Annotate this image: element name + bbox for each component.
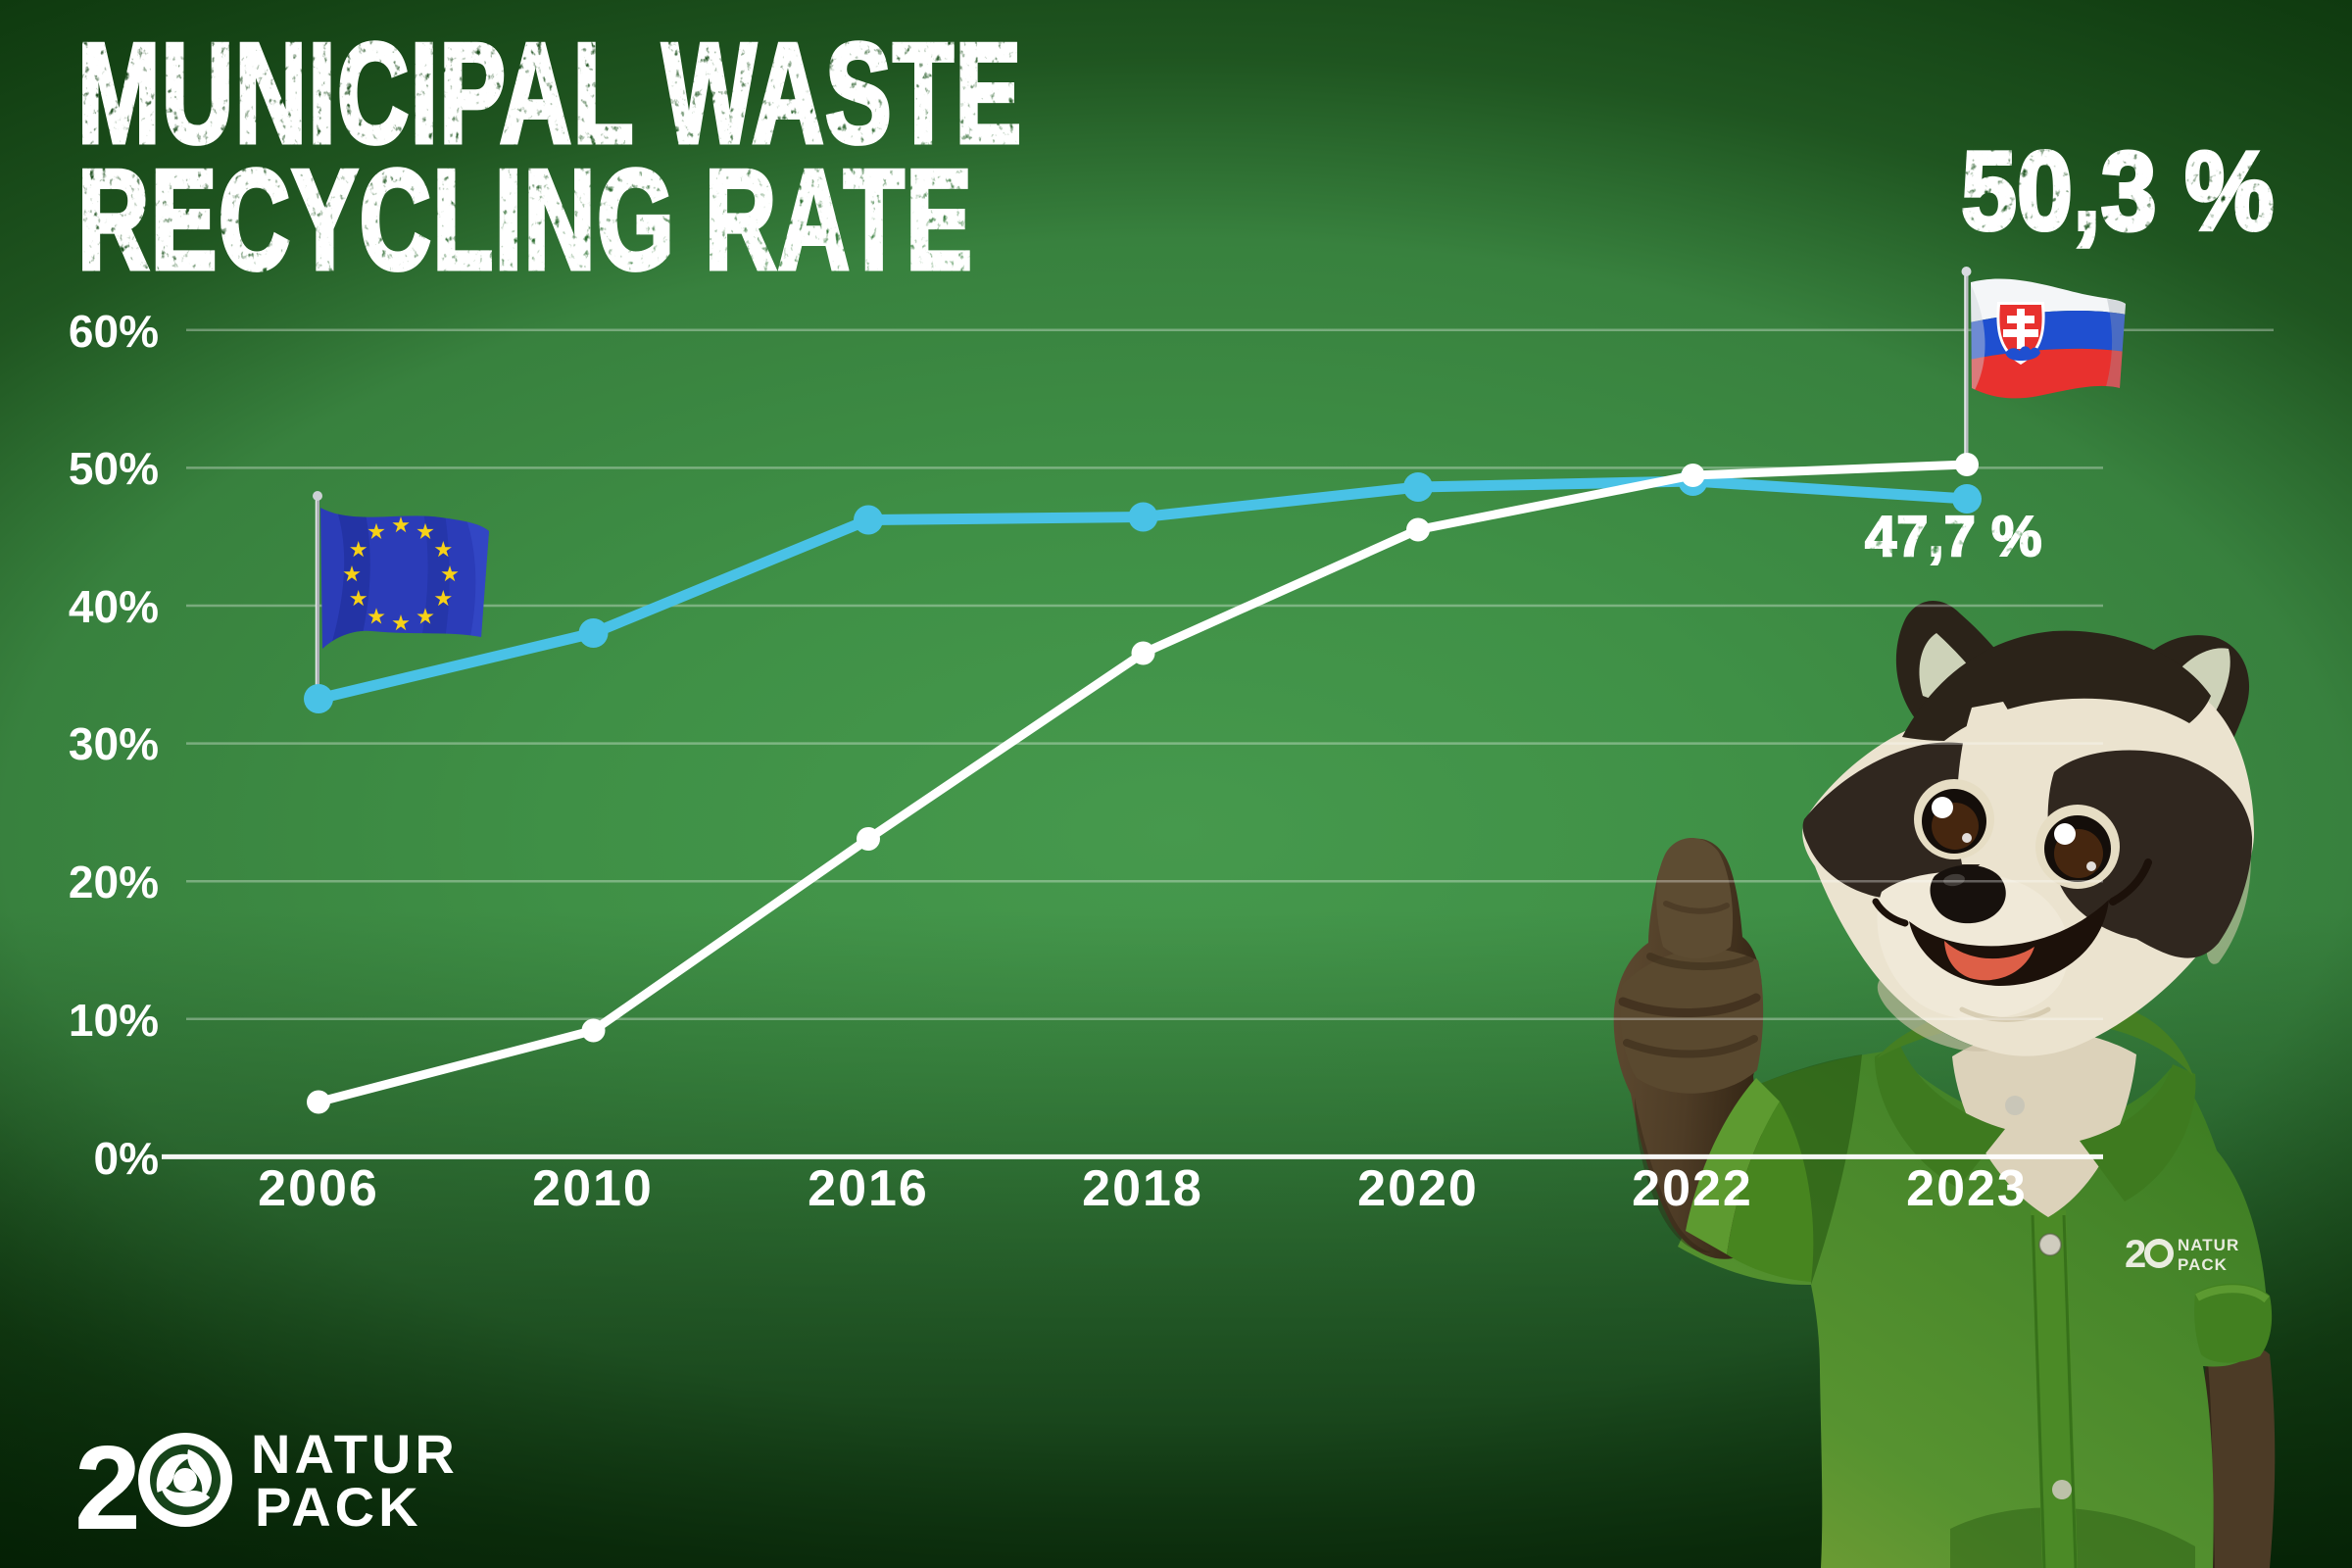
- svg-text:2018: 2018: [1082, 1160, 1203, 1217]
- svg-text:2022: 2022: [1632, 1160, 1753, 1217]
- svg-text:50%: 50%: [69, 443, 159, 494]
- svg-text:0%: 0%: [94, 1133, 159, 1184]
- svg-text:10%: 10%: [69, 995, 159, 1046]
- svg-text:40%: 40%: [69, 581, 159, 632]
- svg-text:20%: 20%: [69, 857, 159, 907]
- svg-text:2: 2: [74, 1421, 141, 1554]
- svg-text:2016: 2016: [808, 1160, 929, 1217]
- svg-text:60%: 60%: [69, 306, 159, 357]
- svg-text:2010: 2010: [532, 1160, 654, 1217]
- svg-text:NATUR: NATUR: [251, 1423, 459, 1485]
- svg-text:30%: 30%: [69, 718, 159, 769]
- svg-text:2020: 2020: [1357, 1160, 1479, 1217]
- svg-text:2: 2: [2125, 1233, 2146, 1276]
- svg-text:2023: 2023: [1906, 1160, 2028, 1217]
- svg-text:NATUR: NATUR: [2178, 1236, 2239, 1254]
- svg-text:PACK: PACK: [2178, 1255, 2228, 1274]
- svg-text:PACK: PACK: [255, 1476, 422, 1538]
- svg-text:2006: 2006: [258, 1160, 379, 1217]
